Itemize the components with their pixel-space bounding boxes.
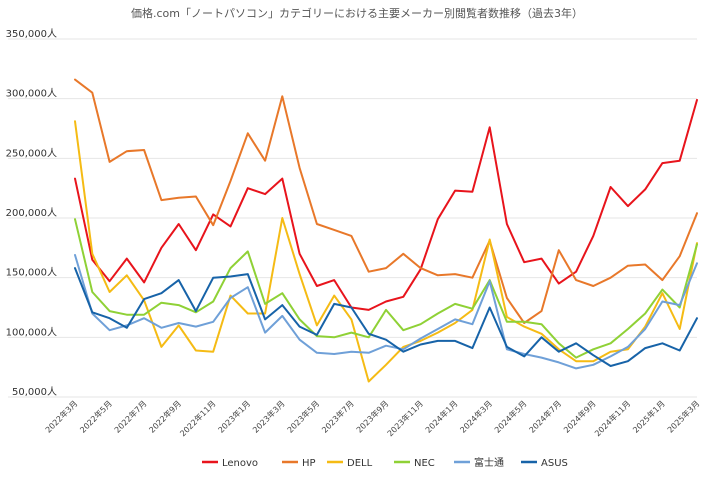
y-tick-label: 250,000人 [6,147,57,159]
x-tick-label: 2024年11月 [592,398,632,438]
x-tick-label: 2024年7月 [527,398,563,434]
x-tick-label: 2025年3月 [665,398,701,434]
series-line [74,218,698,359]
x-tick-label: 2024年3月 [458,398,494,434]
legend: Lenovo HP DELL NEC 富士通 ASUS [202,456,568,469]
y-tick-label: 350,000人 [6,28,57,40]
y-axis-ticks: 50,000人 100,000人 150,000人 200,000人 250,000人 3… [6,28,57,398]
y-tick-label: 300,000人 [6,88,57,100]
y-tick-label: 200,000人 [6,207,57,219]
x-tick-label: 2023年1月 [216,398,252,434]
x-tick-label: 2024年9月 [561,398,597,434]
x-tick-label: 2022年11月 [178,398,218,438]
series-lines [74,78,698,383]
y-tick-label: 50,000人 [12,386,57,398]
series-line [74,98,698,311]
legend-label: ASUS [541,458,568,469]
series-line [74,78,698,324]
series-line [74,120,698,383]
y-tick-label: 150,000人 [6,267,57,279]
x-tick-label: 2022年9月 [147,398,183,434]
x-tick-label: 2022年3月 [43,398,79,434]
series-line [74,267,698,367]
x-tick-label: 2022年5月 [78,398,114,434]
x-tick-label: 2024年5月 [492,398,528,434]
legend-label: Lenovo [222,458,258,469]
chart-title: 価格.com「ノートパソコン」カテゴリーにおける主要メーカー別閲覧者数推移（過去… [131,6,583,20]
series-line [74,254,698,370]
x-axis-ticks: 2022年3月2022年5月2022年7月2022年9月2022年11月2023… [43,398,701,438]
x-tick-label: 2023年11月 [385,398,425,438]
x-tick-label: 2023年5月 [285,398,321,434]
x-tick-label: 2022年7月 [112,398,148,434]
x-tick-label: 2025年1月 [630,398,666,434]
legend-label: DELL [347,458,373,469]
x-tick-label: 2023年7月 [319,398,355,434]
x-tick-label: 2023年3月 [250,398,286,434]
y-tick-label: 100,000人 [6,326,57,338]
legend-label: HP [302,458,316,469]
x-tick-label: 2023年9月 [354,398,390,434]
grid-lines [8,38,697,398]
legend-label: NEC [414,458,435,469]
legend-label: 富士通 [474,456,504,469]
x-tick-label: 2024年1月 [423,398,459,434]
